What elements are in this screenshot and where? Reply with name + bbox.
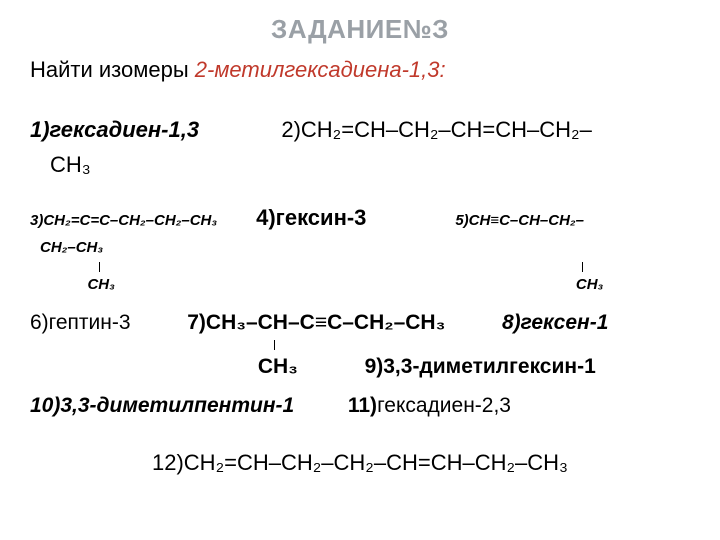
item-5-formula: СН≡С–СН–СН₂–: [469, 212, 584, 229]
item-11-num: 11): [348, 394, 377, 417]
item-5-num: 5): [455, 212, 468, 229]
branch-ch3-c: СН₃: [258, 355, 298, 378]
subtitle-row: Найти изомеры 2-метилгексадиена-1,3:: [0, 51, 720, 93]
row-branch-ch3-1: СН₃ СН₃: [0, 272, 720, 298]
item-8-label: 8)гексен-1: [502, 311, 608, 334]
item-2-num: 2): [281, 117, 301, 142]
subtitle-compound: 2-метилгексадиена-1,3:: [195, 57, 446, 82]
item-3-num: 3): [30, 212, 43, 229]
item-3-formula: СН₂=С=С–СН₂–СН₂–СН₃: [43, 212, 217, 229]
item-2-tail: СН₃: [50, 152, 91, 177]
row-12: 12)СН₂=СН–СН₂–СН₂–СН=СН–СН₂–СН₃: [0, 446, 720, 481]
branch-tick-icon: [274, 340, 275, 350]
row-6-7-8: 6)гептин-3 7)СН₃–СН–С≡С–СН₂–СН₃ 8)гексен…: [0, 306, 720, 339]
item-6-label: 6)гептин-3: [30, 311, 131, 334]
branch-ch3-a: СН₃: [87, 276, 115, 293]
row-branch-ticks-1: [0, 262, 720, 272]
row-10-11: 10)3,3-диметилпентин-1 11)гексадиен-2,3: [0, 389, 720, 422]
item-1-label: 1)гексадиен-1,3: [30, 117, 199, 142]
row-3-4-5: 3)СН₂=С=С–СН₂–СН₂–СН₃ 4)гексин-3 5)СН≡С–…: [0, 201, 720, 236]
row-2-tail: СН₃: [0, 148, 720, 183]
branch-ch3-b: СН₃: [576, 276, 604, 293]
branch-tick-icon: [582, 262, 583, 272]
item-12-formula: СН₂=СН–СН₂–СН₂–СН=СН–СН₂–СН₃: [184, 450, 568, 475]
item-2-formula: СН₂=СН–СН₂–СН=СН–СН₂–: [301, 117, 592, 142]
item-7-num: 7): [187, 311, 206, 334]
subtitle-lead: Найти изомеры: [30, 57, 195, 82]
row-1-2: 1)гексадиен-1,3 2)СН₂=СН–СН₂–СН=СН–СН₂–: [0, 113, 720, 148]
item-12-num: 12): [152, 450, 184, 475]
row-5-tail: СН₂–СН₃: [0, 235, 720, 261]
row-branch-ticks-2: [0, 340, 720, 350]
item-4-label: 4)гексин-3: [256, 205, 366, 230]
item-9-label: 9)3,3-диметилгексин-1: [365, 355, 596, 378]
item-11-label: гексадиен-2,3: [377, 394, 511, 417]
page-title: ЗАДАНИЕ№З: [0, 0, 720, 51]
item-7-formula: СН₃–СН–С≡С–СН₂–СН₃: [206, 311, 445, 334]
row-branch-ch3-2: СН₃ 9)3,3-диметилгексин-1: [0, 350, 720, 383]
item-5-tail: СН₂–СН₃: [40, 239, 103, 256]
branch-tick-icon: [99, 262, 100, 272]
item-10-label: 10)3,3-диметилпентин-1: [30, 394, 294, 417]
